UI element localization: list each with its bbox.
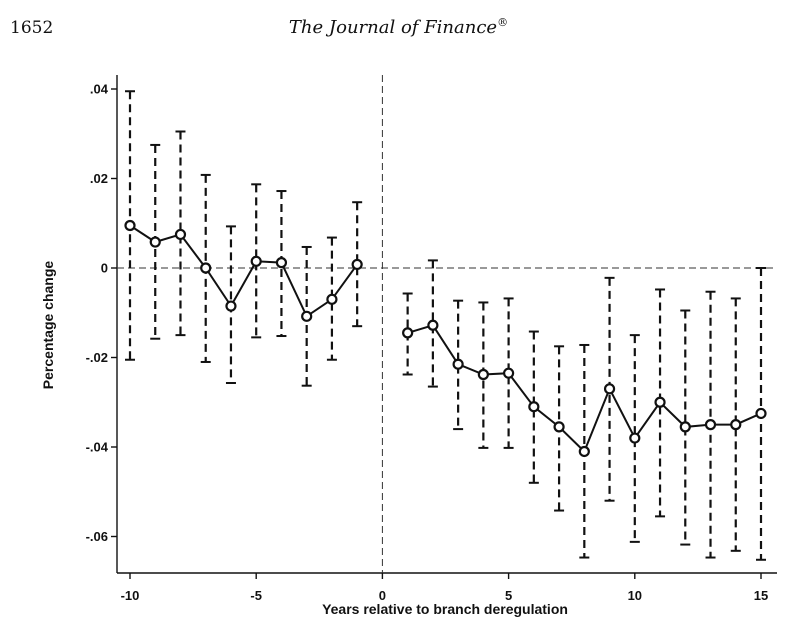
y-tick-label: 0 [101, 261, 108, 276]
data-point [603, 383, 616, 395]
data-point [326, 293, 338, 305]
data-point [427, 319, 439, 331]
data-point [477, 368, 489, 381]
data-point [730, 419, 742, 431]
page-number: 1652 [10, 18, 54, 38]
data-point [629, 432, 641, 444]
y-tick-label: .02 [90, 171, 108, 186]
data-point [250, 255, 262, 267]
tick-labels: .04 .02 0 -.02 -.04 -.06 -10 -5 0 5 10 15 [86, 82, 769, 604]
data-point [225, 300, 237, 312]
data-point [351, 258, 363, 271]
series-points [124, 219, 767, 458]
confidence-intervals [125, 90, 766, 561]
x-tick-label: 15 [754, 588, 768, 603]
data-point [452, 358, 464, 370]
x-tick-label: 10 [628, 588, 642, 603]
running-head: The Journal of Finance® [0, 16, 797, 38]
registered-mark: ® [497, 16, 509, 29]
y-tick-label: .04 [90, 82, 109, 97]
x-tick-label: 0 [379, 588, 386, 603]
x-tick-label: -5 [250, 588, 262, 603]
y-tick-label: -.04 [86, 440, 109, 455]
data-point [149, 236, 161, 248]
data-point [654, 396, 666, 408]
x-axis-title: Years relative to branch deregulation [322, 601, 568, 617]
y-tick-label: -.06 [86, 529, 108, 544]
data-point [402, 327, 414, 339]
series-line-pre [129, 224, 359, 318]
data-point [679, 421, 691, 433]
data-point [301, 310, 313, 322]
y-tick-label: -.02 [86, 350, 108, 365]
chart-axes [111, 75, 777, 579]
data-point [755, 407, 767, 420]
data-point [704, 419, 717, 431]
data-point [275, 257, 288, 269]
x-tick-label: 5 [505, 588, 512, 603]
data-point [200, 262, 212, 274]
x-tick-label: -10 [121, 588, 140, 603]
journal-title: The Journal of Finance [288, 17, 498, 38]
data-point [553, 421, 565, 433]
reference-lines [117, 75, 777, 573]
data-point [528, 401, 540, 413]
data-point [124, 219, 136, 232]
data-point [174, 228, 187, 241]
y-axis-title: Percentage change [40, 261, 56, 390]
data-point [578, 445, 590, 458]
data-point [503, 367, 515, 379]
series-lines [129, 224, 762, 454]
